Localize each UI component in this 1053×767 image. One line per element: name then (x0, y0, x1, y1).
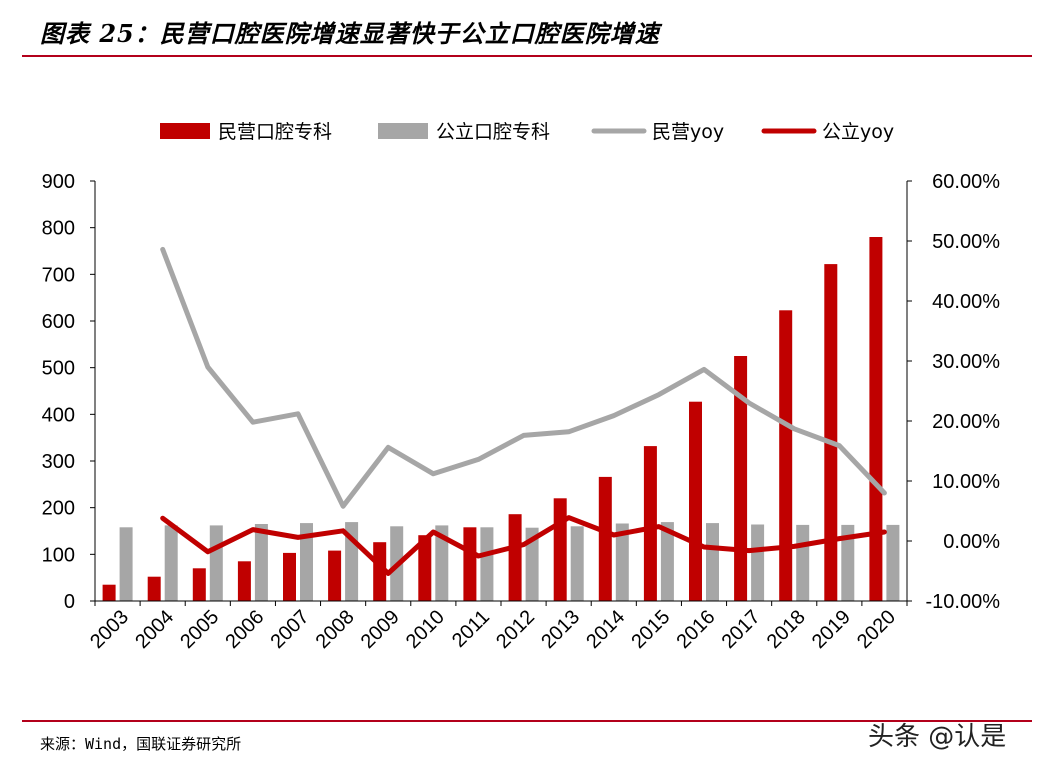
top-divider (22, 55, 1032, 57)
bar-public-2017 (751, 524, 765, 601)
bar-layer (102, 237, 900, 601)
x-tick-label: 2015 (627, 606, 674, 653)
bar-public-2018 (796, 524, 810, 601)
y-left-tick-label: 400 (42, 404, 75, 426)
y-left-tick-label: 200 (42, 498, 75, 520)
bar-private-2012 (508, 514, 522, 601)
line-private-yoy (160, 246, 887, 509)
x-tick-label: 2005 (176, 606, 223, 653)
bar-public-2006 (254, 524, 268, 601)
y-right-tick-label: 60.00% (932, 171, 1000, 193)
x-tick-label: 2020 (853, 606, 900, 653)
legend-label-0: 民营口腔专科 (218, 121, 332, 143)
x-tick-label: 2004 (131, 606, 178, 653)
chart: 民营口腔专科 公立口腔专科 民营yoy 公立yoy 0 100 200 300 400 500 6… (42, 121, 1001, 653)
x-tick-label: 2019 (808, 606, 855, 653)
x-tick-label: 2008 (312, 606, 359, 653)
bar-public-2004 (164, 525, 178, 601)
bar-public-2003 (119, 527, 133, 601)
x-tick-label: 2006 (221, 606, 268, 653)
y-right-tick-label: 10.00% (932, 471, 1000, 493)
x-tick-label: 2018 (763, 606, 810, 653)
bar-private-2011 (463, 527, 477, 601)
bar-private-2004 (147, 576, 161, 601)
bar-private-2020 (869, 237, 883, 601)
bar-private-2005 (192, 568, 206, 601)
y-left-tick-label: 0 (64, 591, 75, 613)
bar-public-2013 (570, 526, 584, 601)
bar-private-2006 (237, 561, 251, 601)
x-tick-label: 2003 (86, 606, 133, 653)
line-layer (160, 246, 887, 576)
bar-public-2010 (435, 525, 449, 601)
bottom-divider (22, 720, 1032, 722)
chart-legend: 民营口腔专科 公立口腔专科 民营yoy 公立yoy (160, 121, 894, 143)
legend-swatch-0 (160, 123, 210, 139)
legend-label-1: 公立口腔专科 (436, 121, 550, 143)
x-tick-label: 2010 (402, 606, 449, 653)
page-title: 图表 25：民营口腔医院增速显著快于公立口腔医院增速 (40, 19, 660, 48)
legend-label-3: 公立yoy (822, 121, 894, 143)
x-tick-label: 2009 (357, 606, 404, 653)
bar-public-2014 (615, 523, 629, 601)
bar-private-2013 (553, 498, 567, 601)
y-left-tick-label: 800 (42, 218, 75, 240)
y-right-tick-label: -10.00% (926, 591, 1001, 613)
bar-private-2019 (824, 264, 838, 601)
y-left-tick-label: 700 (42, 264, 75, 286)
y-right-tick-label: 50.00% (932, 231, 1000, 253)
bar-private-2003 (102, 584, 116, 601)
x-tick-label: 2011 (448, 606, 494, 652)
bar-public-2020 (886, 524, 900, 601)
legend-swatch-1 (378, 123, 428, 139)
y-right-tick-label: 0.00% (943, 531, 1000, 553)
y-left-tick-label: 500 (42, 358, 75, 380)
x-tick-label: 2007 (267, 606, 314, 653)
bar-private-2007 (283, 552, 296, 601)
line-public-yoy (160, 515, 887, 576)
bar-private-2015 (643, 446, 657, 601)
x-tick-label: 2012 (492, 606, 539, 653)
bar-private-2010 (418, 535, 432, 601)
y-right-tick-label: 30.00% (932, 351, 1000, 373)
x-tick-label: 2013 (537, 606, 584, 653)
watermark: 头条 @认是 (868, 722, 1007, 752)
bar-public-2011 (480, 527, 494, 601)
title-bar: 图表 25：民营口腔医院增速显著快于公立口腔医院增速 (0, 0, 1053, 56)
x-tick-label: 2014 (582, 606, 629, 653)
bar-public-2012 (525, 527, 539, 601)
bar-private-2009 (373, 542, 387, 601)
bar-public-2016 (706, 523, 719, 601)
legend-label-2: 民营yoy (652, 121, 724, 143)
bar-public-2005 (209, 525, 223, 601)
bar-public-2007 (300, 523, 313, 601)
bar-private-2008 (328, 550, 342, 601)
y-right-tick-label: 20.00% (932, 411, 1000, 433)
y-right-tick-label: 40.00% (932, 291, 1000, 313)
y-left-tick-label: 100 (42, 544, 75, 566)
source-note: 来源：Wind，国联证券研究所 (40, 735, 242, 753)
bar-private-2017 (734, 356, 748, 601)
y-left-tick-label: 600 (42, 311, 75, 333)
bar-private-2014 (598, 476, 612, 601)
y-left-tick-label: 900 (42, 171, 75, 193)
bar-public-2015 (660, 522, 674, 601)
bar-private-2018 (779, 310, 793, 601)
x-tick-label: 2017 (718, 606, 765, 653)
y-left-tick-label: 300 (42, 451, 75, 473)
x-tick-label: 2016 (673, 606, 720, 653)
bar-public-2019 (841, 524, 855, 601)
bar-private-2016 (689, 401, 702, 601)
